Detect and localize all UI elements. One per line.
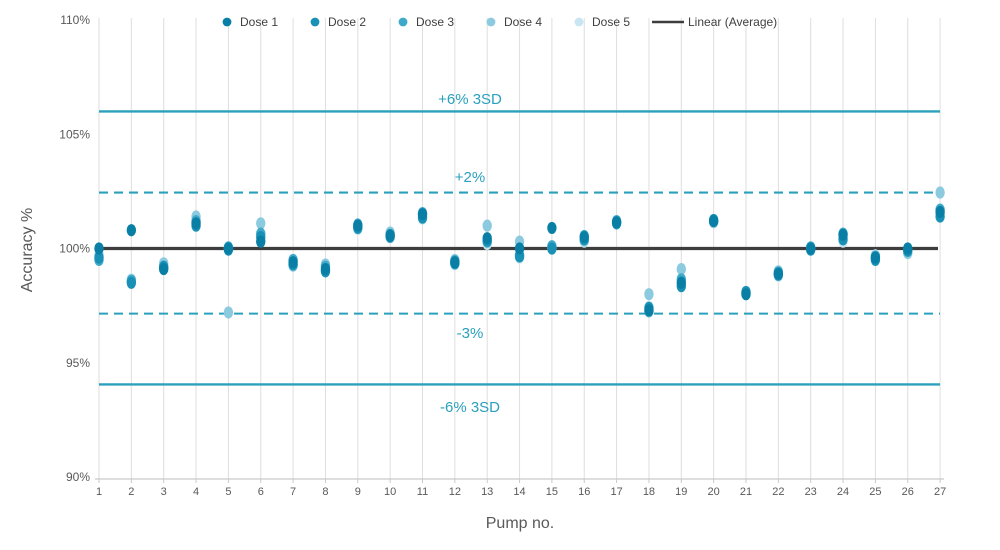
data-point-dose-1 [126, 224, 137, 237]
x-tick-label: 15 [546, 486, 558, 498]
data-point-dose-1 [288, 256, 298, 269]
x-tick-label: 7 [290, 486, 296, 498]
legend-marker-dose-1 [222, 17, 232, 27]
data-point-dose-1 [256, 235, 266, 248]
x-tick-label: 12 [449, 486, 461, 498]
data-point-dose-4 [223, 306, 234, 319]
x-tick-label: 8 [322, 486, 328, 498]
data-point-dose-1 [708, 214, 719, 228]
data-point-dose-1 [547, 221, 557, 235]
x-tick-label: 23 [805, 486, 817, 498]
data-point-dose-1 [611, 216, 622, 229]
x-tick-label: 27 [934, 486, 946, 498]
x-tick-label: 20 [708, 486, 720, 498]
data-points [94, 186, 945, 319]
tick-labels: 1 2 3 4 5 6 7 8 9 10 11 12 13 14 15 16 17 18 19 20 21 22 23 24 2… [59, 13, 946, 498]
data-point-dose-1 [223, 242, 234, 255]
data-point-dose-1 [935, 205, 945, 219]
x-tick-label: 17 [610, 486, 622, 498]
x-tick-label: 6 [258, 486, 264, 498]
x-tick-label: 24 [837, 486, 849, 498]
legend-marker-dose-3 [398, 17, 408, 27]
data-point-dose-1 [741, 288, 751, 301]
data-point-dose-1 [353, 219, 363, 232]
y-tick-label: 95% [66, 356, 90, 370]
data-point-dose-1 [191, 217, 201, 230]
data-point-dose-2 [126, 276, 137, 289]
data-point-dose-4 [644, 288, 654, 301]
x-tick-label: 10 [384, 486, 396, 498]
ref-label-minus6-3sd: -6% 3SD [440, 399, 500, 416]
x-tick-label: 3 [161, 486, 167, 498]
ref-label-plus6-3sd: +6% 3SD [438, 91, 502, 108]
x-tick-label: 1 [96, 486, 102, 498]
data-point-dose-4 [256, 217, 266, 230]
data-point-dose-2 [547, 242, 557, 255]
x-tick-label: 4 [193, 486, 199, 498]
x-tick-label: 16 [578, 486, 590, 498]
x-tick-label: 26 [902, 486, 914, 498]
x-tick-label: 19 [675, 486, 687, 498]
data-point-dose-1 [159, 262, 169, 276]
x-tick-label: 13 [481, 486, 493, 498]
data-point-dose-1 [417, 208, 428, 221]
data-point-dose-1 [676, 276, 686, 289]
x-tick-label: 5 [225, 486, 231, 498]
x-tick-label: 18 [643, 486, 655, 498]
legend: Dose 1 Dose 2 Dose 3 Dose 4 Dose 5 Linear (Av… [222, 15, 777, 29]
x-tick-label: 2 [128, 486, 134, 498]
data-point-dose-1 [644, 304, 654, 317]
ref-label-plus2: +2% [455, 169, 485, 186]
legend-marker-dose-2 [310, 17, 320, 27]
y-axis-title: Accuracy % [19, 208, 36, 292]
legend-label-dose-3: Dose 3 [416, 15, 454, 29]
y-tick-label: 90% [66, 470, 90, 484]
legend-label-dose-1: Dose 1 [240, 15, 278, 29]
data-point-dose-1 [903, 242, 913, 255]
x-tick-label: 14 [513, 486, 525, 498]
data-point-dose-1 [838, 228, 848, 241]
x-tick-label: 11 [417, 486, 428, 498]
data-point-dose-1 [385, 229, 395, 243]
data-point-dose-4 [482, 219, 492, 232]
axes [95, 478, 944, 483]
data-point-dose-1 [579, 230, 589, 244]
y-tick-label: 110% [60, 13, 90, 27]
x-tick-label: 9 [355, 486, 361, 498]
legend-marker-dose-5 [574, 17, 584, 27]
data-point-dose-1 [870, 251, 881, 264]
legend-label-average: Linear (Average) [688, 15, 777, 29]
legend-label-dose-5: Dose 5 [592, 15, 630, 29]
x-axis-title: Pump no. [486, 515, 554, 532]
data-point-dose-1 [514, 242, 525, 255]
data-point-dose-2 [94, 251, 104, 264]
data-point-dose-1 [94, 242, 104, 255]
x-tick-label: 21 [740, 486, 752, 498]
legend-label-dose-2: Dose 2 [328, 15, 366, 29]
data-point-dose-1 [482, 232, 492, 245]
x-tick-label: 25 [869, 486, 881, 498]
legend-marker-dose-4 [486, 17, 496, 27]
legend-label-dose-4: Dose 4 [504, 15, 542, 29]
y-tick-label: 105% [59, 127, 90, 141]
data-point-dose-1 [806, 242, 816, 255]
x-tick-label: 22 [772, 486, 784, 498]
data-point-dose-1 [450, 256, 460, 269]
data-point-dose-4 [676, 262, 686, 276]
ref-label-minus3: -3% [457, 325, 484, 342]
y-tick-label: 100% [59, 242, 90, 256]
data-point-dose-4 [935, 186, 945, 199]
data-point-dose-1 [773, 267, 784, 280]
data-point-dose-1 [320, 262, 331, 276]
